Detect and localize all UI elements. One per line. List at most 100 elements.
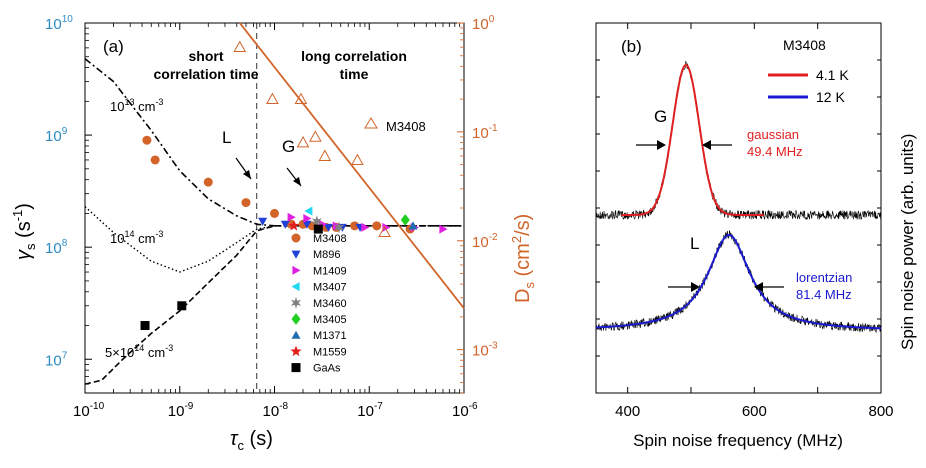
panel-b-y-title: Spin noise power (arb. units): [898, 134, 917, 350]
legend-marker-m3460: [290, 296, 302, 309]
y-right-axis-title: Ds (cm2/s): [509, 214, 537, 303]
legend-a: M3408 M896 M1409 M3407 M3460 M3405 M1371 M1559 G…: [290, 233, 347, 375]
ds-point: [309, 130, 322, 142]
gamma-point-m3408: [150, 155, 160, 165]
gamma-point-m896: [323, 223, 333, 232]
legend-label-gaas: GaAs: [313, 363, 341, 375]
ds-fit-line: [239, 22, 465, 309]
panel-a-frame: [84, 22, 465, 394]
panel-b-x-tick-label: 400: [615, 403, 640, 420]
curve-1e13: [84, 58, 464, 227]
y-left-axis-ticks: 107 108 109 1010: [45, 14, 92, 394]
y-right-tick-label: 10-1: [472, 123, 498, 142]
gamma-point-m1559: [288, 220, 300, 231]
y-right-tick-label: 10-3: [472, 341, 498, 360]
curve-5e14: [84, 225, 464, 385]
panel-b: (b) M3408 4.1 K 12 K 400 600 800 G L gauss…: [595, 22, 917, 450]
gamma-point-m3408: [350, 221, 360, 231]
gamma-point-m1409: [361, 222, 370, 232]
legend-b-label-12K: 12 K: [816, 89, 845, 105]
legend-marker-m1409: [292, 265, 301, 275]
x-tick-label: 10-7: [357, 401, 383, 420]
gamma-point-m3460: [334, 221, 345, 234]
legend-marker-m3408: [291, 233, 301, 243]
gamma-point-gaas: [177, 301, 187, 311]
arrow-G-head: [293, 177, 301, 186]
lor-arrow-right-head: [754, 282, 763, 292]
gamma-point-m3408: [372, 221, 382, 231]
panel-b-x-title: Spin noise frequency (MHz): [633, 431, 843, 450]
gauss-width: 49.4 MHz: [747, 144, 803, 159]
sample-label: M3408: [783, 37, 826, 53]
y-right-tick-label: 100: [472, 14, 495, 33]
gauss-arrow-right-head: [702, 140, 711, 150]
legend-marker-gaas: [291, 363, 301, 373]
y-left-tick-label: 1010: [45, 14, 73, 33]
ds-point: [378, 225, 391, 238]
legend-marker-m3407: [291, 282, 300, 292]
gaussian-fit-4K: [621, 63, 764, 216]
ds-point: [294, 92, 308, 105]
gamma-point-m1409: [382, 222, 391, 232]
panel-b-x-tick-label: 800: [868, 403, 893, 420]
gamma-point-m3408: [142, 135, 152, 145]
y-right-axis-ticks: 10-3 10-2 10-1 100: [457, 14, 498, 394]
gamma-point-m1409: [287, 212, 296, 222]
gamma-point-m3407: [304, 206, 313, 216]
legend-marker-m3405: [291, 313, 301, 325]
x-tick-label: 10-10: [73, 401, 105, 420]
gamma-point-m3408: [241, 198, 251, 208]
model-curves: [84, 22, 465, 385]
region-short-line1: short: [189, 48, 224, 64]
gamma-point-m3405: [400, 214, 410, 226]
gamma-point-m1371: [408, 221, 418, 230]
legend-label-m3407: M3407: [313, 282, 347, 294]
legend-label-m896: M896: [313, 249, 341, 261]
gamma-point-m3408: [203, 177, 213, 187]
curve-label-1e14: 1014 cm-3: [110, 229, 163, 246]
x-axis-ticks: 10-10 10-9 10-8 10-7 10-6: [73, 23, 478, 420]
gamma-point-gaas: [313, 224, 323, 234]
gamma-point-gaas: [140, 321, 150, 331]
arrow-L-head: [243, 170, 251, 179]
ds-point: [351, 153, 364, 166]
gamma-point-m3408: [270, 208, 279, 218]
spectra: [595, 60, 881, 334]
y-right-tick-label: 10-2: [472, 232, 498, 251]
peak-label-G: G: [654, 107, 667, 126]
peak-label-L: L: [690, 234, 699, 253]
ds-point: [296, 135, 310, 148]
legend-marker-m1371: [291, 330, 301, 339]
y-left-tick-label: 109: [45, 126, 68, 145]
curve-1e14: [84, 206, 464, 273]
gauss-arrow-left-head: [657, 140, 666, 150]
legend-marker-m896: [291, 250, 301, 259]
legend-label-m3460: M3460: [313, 298, 347, 310]
legend-label-m1559: M1559: [313, 346, 347, 358]
curve-label-5e14: 5×1014 cm-3: [105, 343, 173, 360]
region-short-line2: correlation time: [153, 66, 258, 82]
region-long-line1: long correlation: [301, 48, 407, 64]
gauss-label: gaussian: [747, 127, 799, 142]
gamma-point-m896: [280, 220, 290, 229]
ds-point: [266, 92, 279, 105]
gamma-point-m3460: [311, 215, 322, 228]
arrow-label-G: G: [282, 137, 295, 156]
panel-b-x-ticks: 400 600 800: [596, 23, 894, 420]
legend-label-m3405: M3405: [313, 314, 347, 326]
panel-a: (a) short correlation time long correlat…: [10, 14, 537, 453]
y-left-tick-label: 107: [45, 350, 68, 369]
panel-b-label: (b): [621, 37, 642, 56]
legend-marker-m1559: [290, 345, 302, 357]
x-axis-title: τc (s): [230, 428, 273, 453]
x-tick-label: 10-6: [452, 401, 478, 420]
curve-label-1e13: 1013 cm-3: [110, 97, 163, 114]
gamma-point-m896: [258, 217, 268, 226]
x-tick-label: 10-8: [263, 401, 289, 420]
m3408-label: M3408: [386, 119, 426, 134]
m3408-ds-marker-key: [364, 117, 378, 129]
panel-a-label: (a): [103, 37, 124, 56]
lorentzian-fit-12K: [596, 233, 881, 330]
lor-label: lorentzian: [796, 270, 852, 285]
